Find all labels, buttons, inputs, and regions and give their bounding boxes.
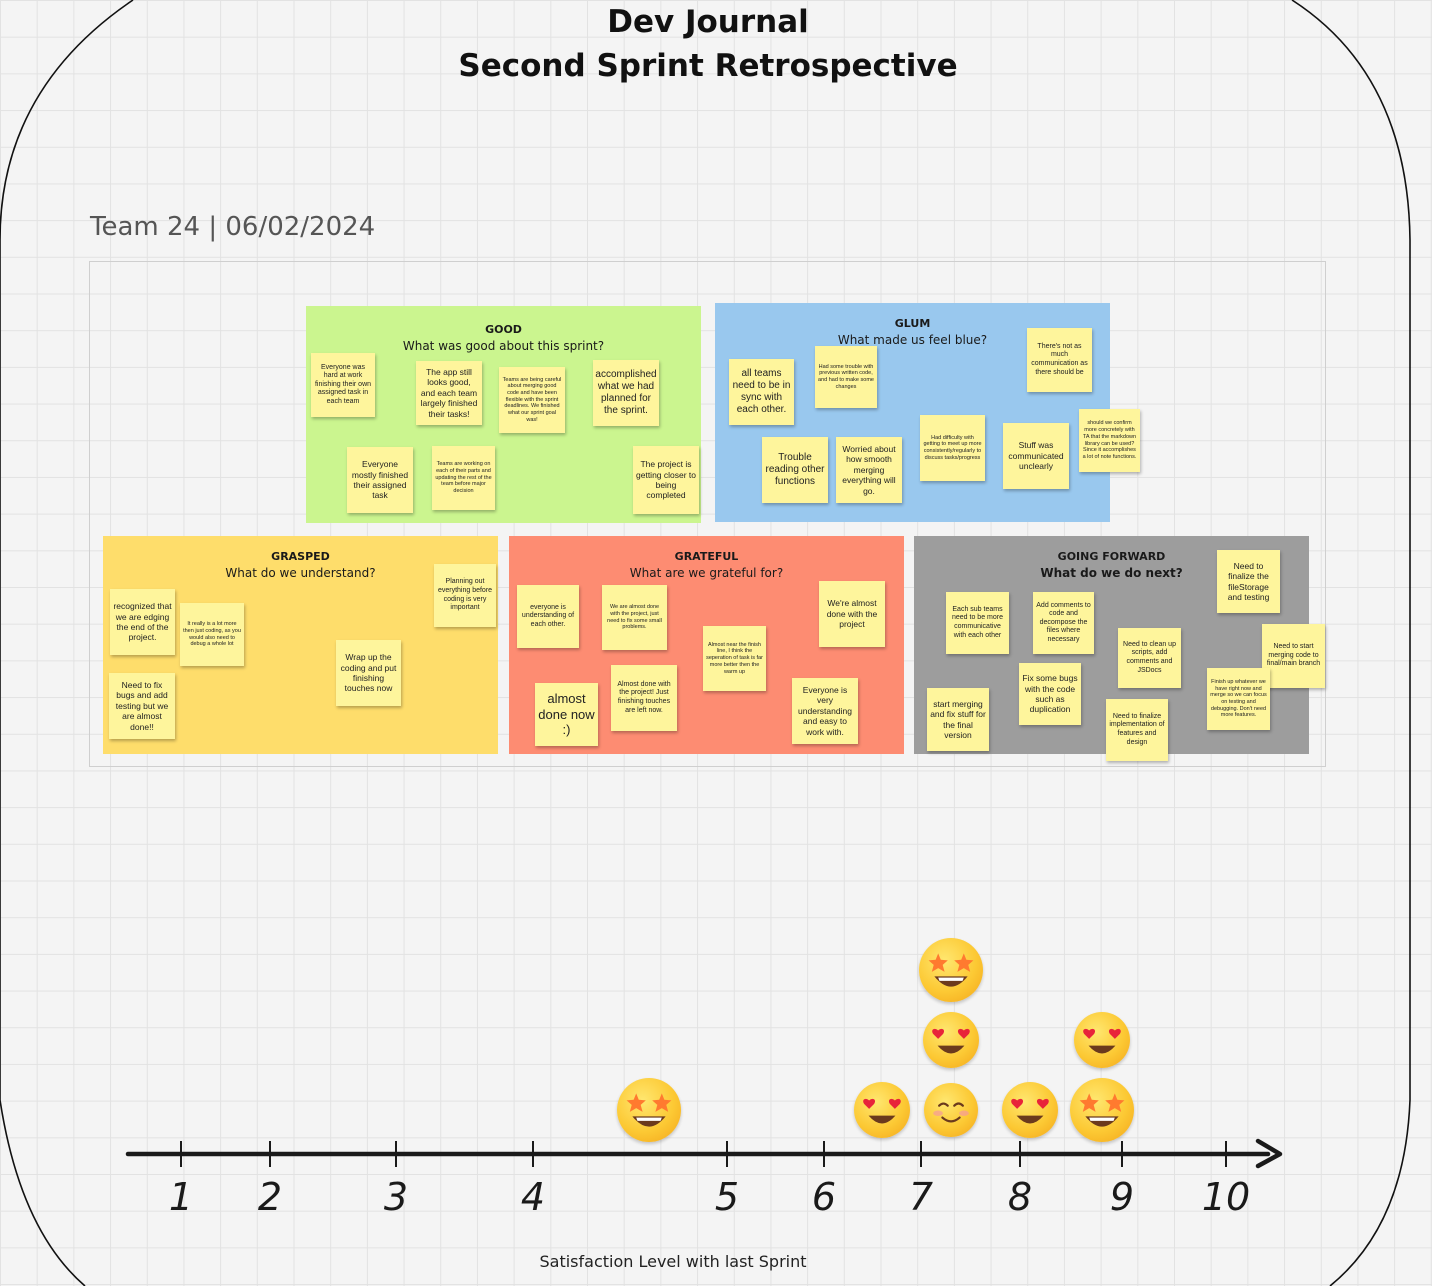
panel-question: What was good about this sprint? [402, 339, 605, 353]
sticky-note[interactable]: Planning out everything before coding is… [434, 564, 496, 627]
heart-eyes-emoji-icon[interactable] [1002, 1082, 1058, 1138]
sticky-note[interactable]: start merging and fix stuff for the fina… [927, 688, 989, 751]
panel-title: GOING FORWARD [1057, 550, 1166, 563]
sticky-note[interactable]: everyone is understanding of each other. [517, 585, 579, 648]
sticky-note[interactable]: We're almost done with the project [819, 581, 885, 647]
sticky-note[interactable]: The app still looks good, and each team … [416, 361, 482, 425]
sticky-note[interactable]: Almost near the finish line, I think the… [703, 626, 766, 691]
page-title: Dev Journal [607, 4, 809, 40]
panel-title: GRASPED [271, 550, 330, 563]
panel-question: What made us feel blue? [837, 333, 988, 347]
panel-title: GOOD [485, 323, 522, 336]
page-subtitle-title: Second Sprint Retrospective [458, 48, 958, 84]
star-struck-emoji-icon[interactable] [1070, 1078, 1134, 1142]
sticky-note[interactable]: Everyone mostly finished their assigned … [347, 447, 413, 513]
sticky-note[interactable]: recognized that we are edging the end of… [110, 589, 175, 655]
smiling-blush-emoji-icon[interactable] [924, 1083, 978, 1137]
sticky-note[interactable]: should we confirm more concretely with T… [1079, 409, 1140, 472]
sticky-note[interactable]: Teams are working on each of their parts… [432, 446, 495, 510]
tick-label: 8 [1008, 1175, 1032, 1219]
sticky-note[interactable]: Finish up whatever we have right now and… [1207, 668, 1270, 730]
tick-label: 4 [521, 1175, 545, 1219]
sticky-note[interactable]: Each sub teams need to be more communica… [946, 592, 1009, 654]
star-struck-emoji-icon[interactable] [919, 938, 983, 1002]
sticky-note[interactable]: Worried about how smooth merging everyth… [836, 437, 902, 503]
tick-label: 9 [1110, 1175, 1134, 1219]
sticky-note[interactable]: Had some trouble with previous written c… [815, 346, 877, 408]
tick-label: 6 [812, 1175, 836, 1219]
sticky-note[interactable]: It really is a lot more then just coding… [180, 603, 244, 666]
x-axis-label: Satisfaction Level with last Sprint [539, 1252, 807, 1271]
sticky-note[interactable]: Almost done with the project! Just finis… [611, 665, 677, 731]
heart-eyes-emoji-icon[interactable] [923, 1012, 979, 1068]
panel-question: What do we understand? [225, 566, 376, 580]
tick-label: 10 [1202, 1175, 1250, 1219]
sticky-note[interactable]: We are almost done with the project, jus… [602, 585, 667, 650]
sticky-note[interactable]: Had difficulty with getting to meet up m… [920, 415, 985, 481]
sticky-note[interactable]: The project is getting closer to being c… [633, 446, 699, 514]
tick-label: 3 [384, 1175, 408, 1219]
team-date-label: Team 24 | 06/02/2024 [90, 212, 376, 242]
tick-label: 2 [258, 1175, 282, 1219]
heart-eyes-emoji-icon[interactable] [1074, 1012, 1130, 1068]
sticky-note[interactable]: Need to start merging code to final/main… [1262, 624, 1325, 688]
sticky-note[interactable]: Add comments to code and decompose the f… [1033, 592, 1094, 654]
x-axis-arrowhead [1255, 1138, 1283, 1169]
sticky-note[interactable]: Need to finalize the fileStorage and tes… [1217, 550, 1280, 613]
sticky-note[interactable]: There's not as much communication as the… [1027, 328, 1092, 392]
sticky-note[interactable]: Trouble reading other functions [762, 437, 828, 503]
sticky-note[interactable]: Everyone is very understanding and easy … [792, 678, 858, 744]
tick-label: 1 [169, 1175, 193, 1219]
tick-label: 5 [715, 1175, 739, 1219]
sticky-note[interactable]: Need to fix bugs and add testing but we … [109, 673, 175, 739]
panel-title: GRATEFUL [674, 550, 739, 563]
sticky-note[interactable]: Teams are being careful about merging go… [499, 367, 565, 433]
retro-board-frame [89, 261, 1326, 767]
tick-label: 7 [909, 1175, 933, 1219]
sticky-note[interactable]: Wrap up the coding and put finishing tou… [336, 640, 401, 706]
sticky-note[interactable]: almost done now :) [535, 683, 598, 746]
sticky-note[interactable]: accomplished what we had planned for the… [593, 360, 659, 426]
sticky-note[interactable]: Stuff was communicated unclearly [1003, 423, 1069, 489]
sticky-note[interactable]: all teams need to be in sync with each o… [729, 359, 794, 425]
sticky-note[interactable]: Fix some bugs with the code such as dupl… [1019, 663, 1081, 725]
panel-question: What do we do next? [1040, 566, 1183, 580]
heart-eyes-emoji-icon[interactable] [854, 1082, 910, 1138]
panel-question: What are we grateful for? [629, 566, 784, 580]
panel-title: GLUM [894, 317, 931, 330]
sticky-note[interactable]: Everyone was hard at work finishing thei… [311, 353, 375, 417]
sticky-note[interactable]: Need to finalize implementation of featu… [1106, 699, 1168, 761]
star-struck-emoji-icon[interactable] [617, 1078, 681, 1142]
sticky-note[interactable]: Need to clean up scripts, add comments a… [1118, 628, 1181, 688]
